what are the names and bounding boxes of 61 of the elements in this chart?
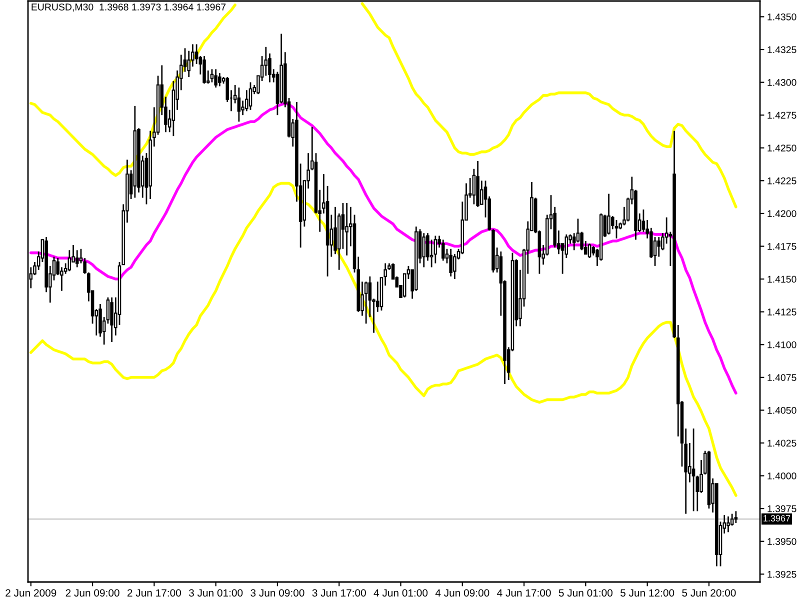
candlestick [726,516,730,533]
y-tick-label: 1.3975 [768,505,796,512]
y-tick-label: 1.4075 [768,374,796,382]
x-tick-label: 2 Jun 09:00 [66,589,120,597]
candlestick [237,86,241,122]
x-tick-label: 3 Jun 17:00 [312,589,366,597]
candlestick [214,68,218,88]
candlestick [110,296,114,343]
x-tick-label: 3 Jun 01:00 [188,589,243,597]
y-tick-label: 1.4275 [768,112,796,119]
x-tick-label: 2 Jun 2009 [6,589,56,597]
candlestick [434,235,438,264]
candlestick [430,239,434,268]
y-tick-label: 1.4350 [768,13,796,20]
candlestick [402,273,406,298]
candlestick [572,232,576,251]
candlestick [345,202,348,256]
x-tick-label: 4 Jun 17:00 [497,589,551,597]
candlestick [564,234,568,259]
y-tick-label: 1.4150 [768,276,796,283]
y-tick-label: 1.3950 [768,538,796,545]
candlestick [453,253,456,280]
y-tick-label: 1.4325 [768,46,796,54]
y-tick-label: 1.4125 [768,308,796,316]
y-tick-label: 1.4250 [768,144,796,152]
y-tick-label: 1.3925 [768,570,796,578]
candlestick [422,232,426,268]
candlestick [248,82,252,111]
candlestick [441,239,445,262]
chart-title: EURUSD,M30 1.3968 1.3973 1.3964 1.3967 [32,4,226,12]
y-tick-label: 1.4175 [768,243,796,250]
candlestick [449,248,452,278]
candlestick [614,219,618,240]
y-tick-label: 1.4000 [768,472,796,480]
candlestick [364,280,368,324]
candlestick [657,236,660,258]
y-tick-label: 1.4025 [768,440,796,447]
x-tick-label: 2 Jun 17:00 [127,589,181,597]
x-tick-label: 4 Jun 01:00 [374,589,428,597]
candlestick [734,510,738,524]
y-tick-label: 1.4100 [768,341,796,348]
x-tick-label: 3 Jun 09:00 [250,589,304,597]
candlestick [210,68,214,84]
candlestick [264,46,268,76]
candlestick [218,72,222,87]
candlestick [75,249,79,268]
y-tick-label: 1.4225 [768,177,796,184]
candlestick [202,55,206,84]
candlestick [692,428,696,512]
x-tick-label: 5 Jun 12:00 [620,589,674,597]
y-tick-label: 1.4300 [768,79,796,86]
candlestick [607,193,610,236]
x-tick-label: 5 Jun 20:00 [682,589,736,597]
x-tick-label: 5 Jun 01:00 [558,589,612,597]
y-tick-label: 1.4050 [768,406,796,414]
y-tick-label: 1.4200 [768,210,796,218]
line-series [30,182,738,497]
candlestick [588,242,592,259]
candlestick [68,249,72,272]
x-tick-label: 4 Jun 09:00 [435,589,490,597]
ref-line-label: 1.3967 [764,515,790,522]
